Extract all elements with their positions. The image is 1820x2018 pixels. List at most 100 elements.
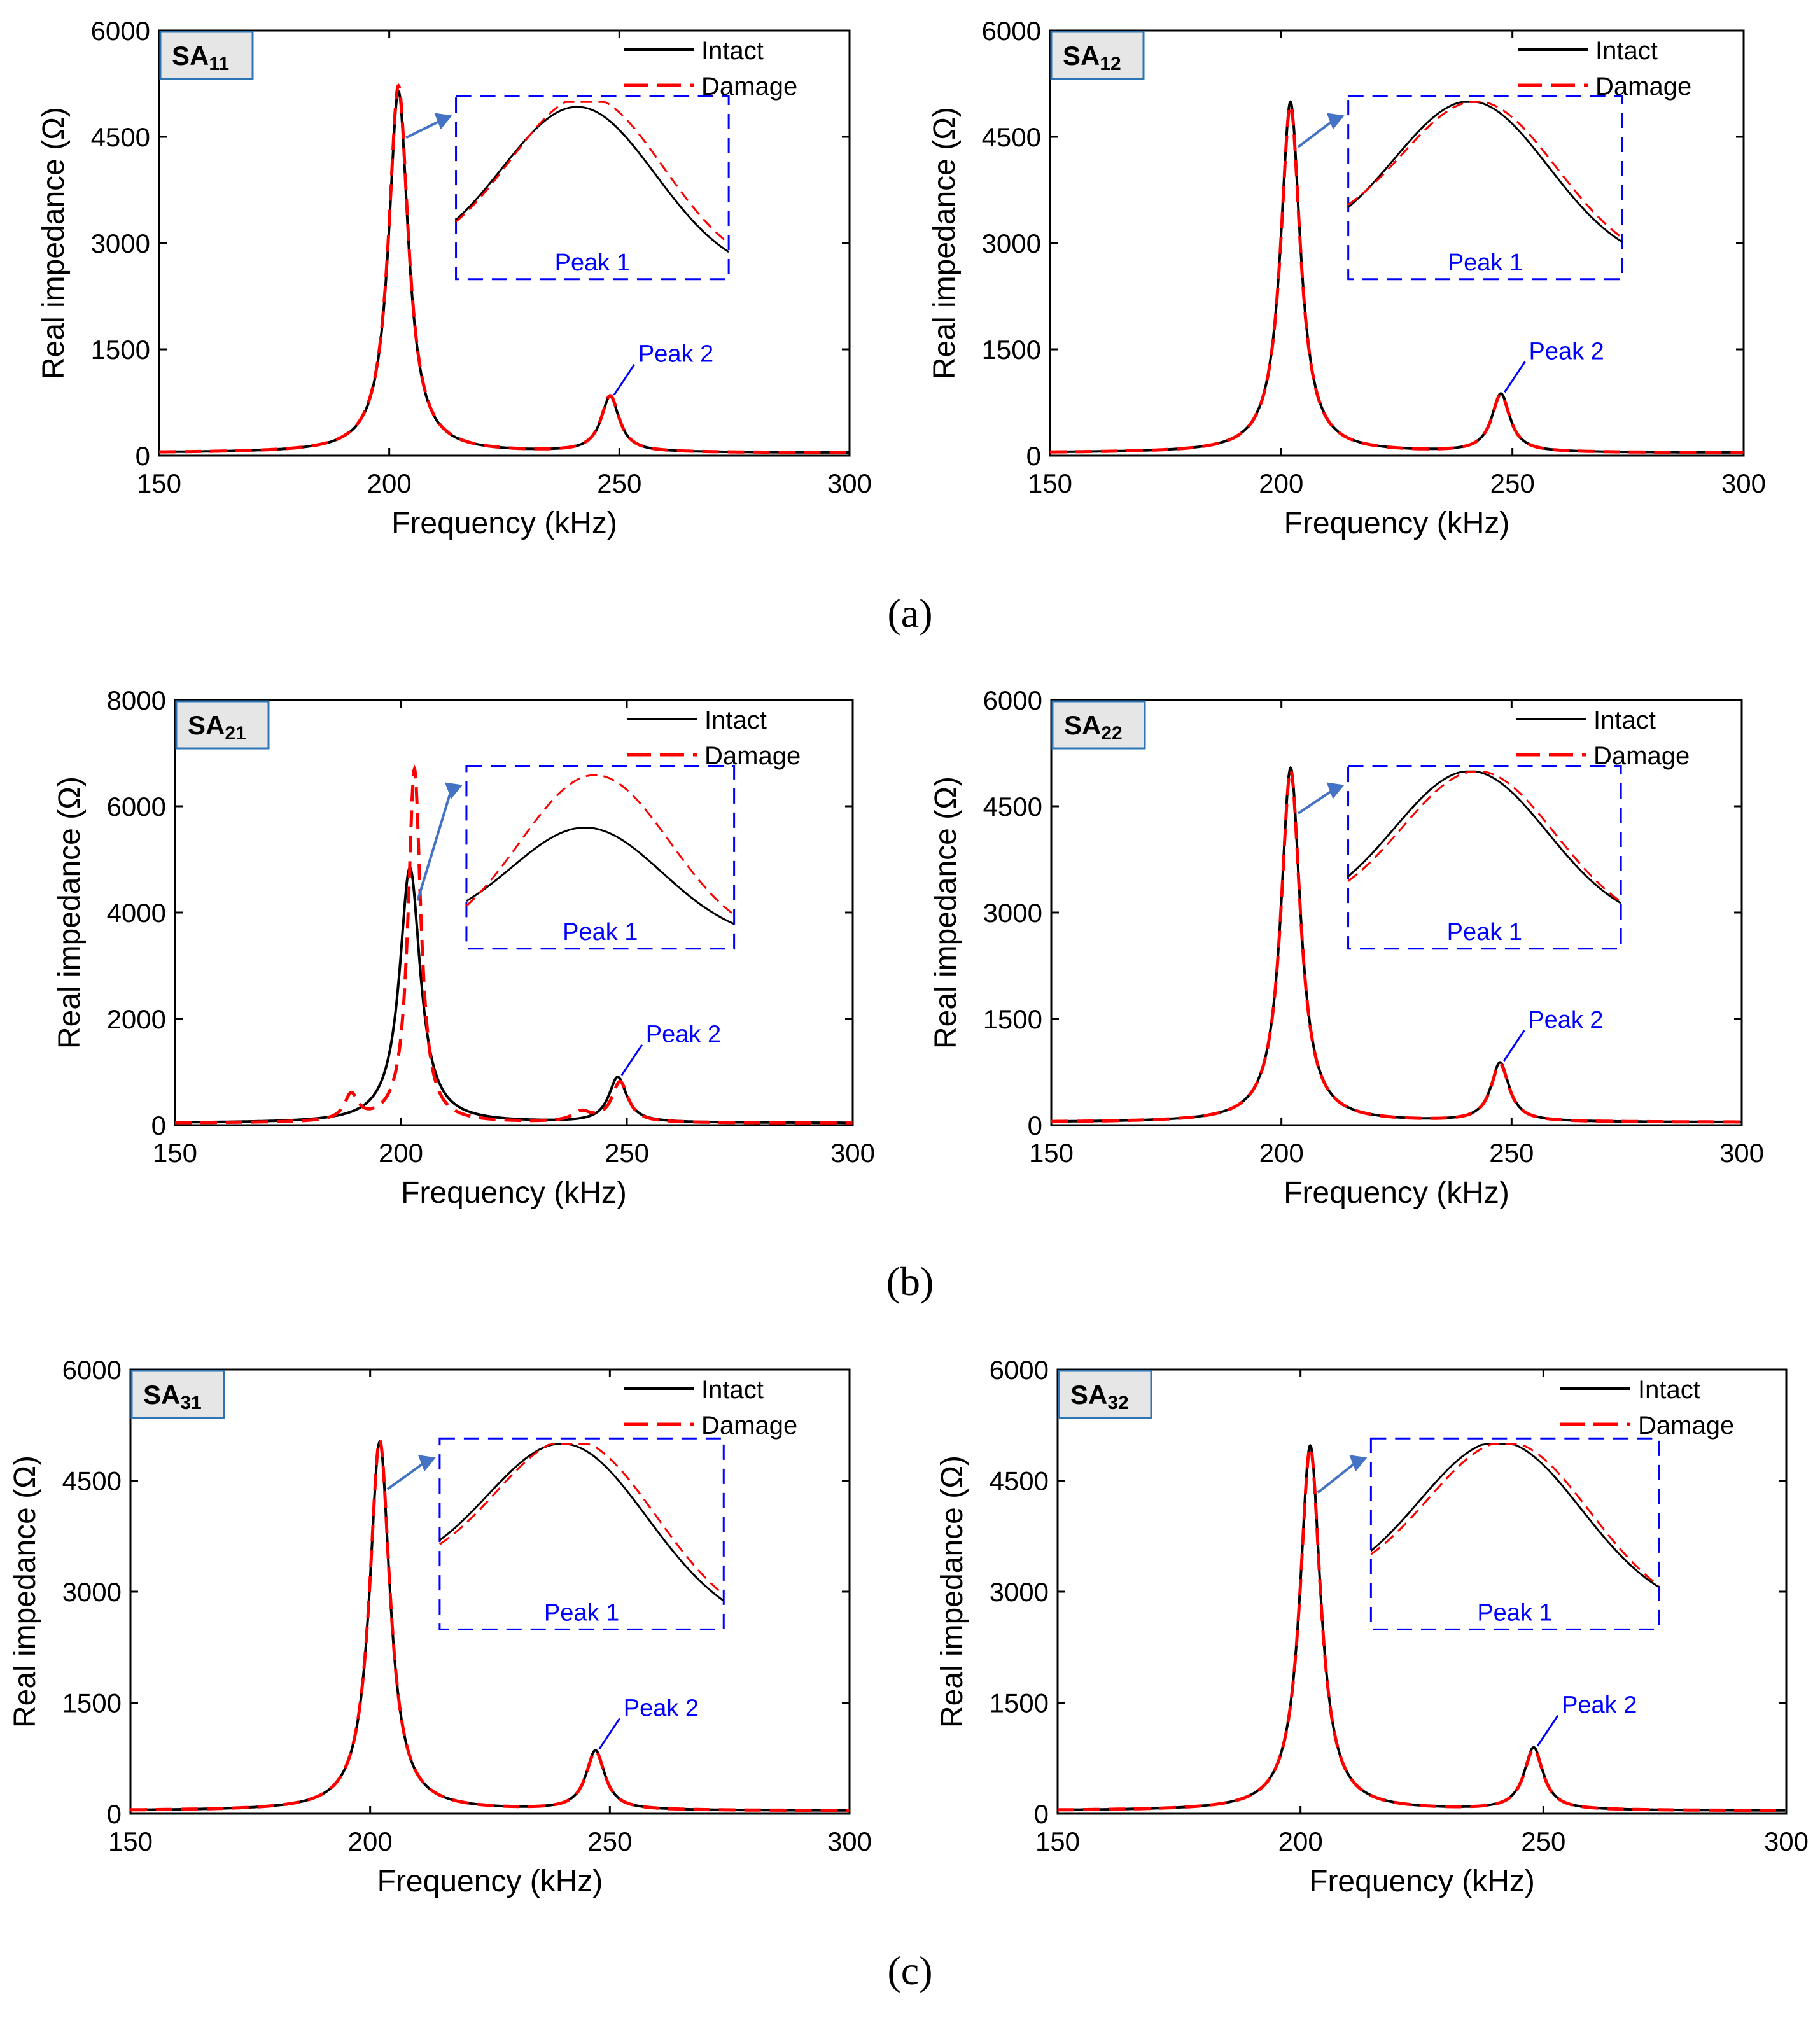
- x-tick-label: 150: [1035, 1826, 1080, 1856]
- y-tick-label: 0: [107, 1799, 122, 1829]
- y-tick-label: 3000: [982, 228, 1041, 258]
- panel-label-main: SA: [172, 41, 209, 71]
- inset-box: [465, 765, 736, 950]
- series-line-damage: [130, 1438, 850, 1812]
- subfigure-label: (c): [887, 1948, 932, 1993]
- series-line-intact: [159, 89, 850, 454]
- peak1-label: Peak 1: [544, 1599, 619, 1626]
- series-line-damage: [1058, 1445, 1786, 1812]
- inset-box: [455, 95, 730, 281]
- legend-label-damage: Damage: [1593, 742, 1690, 770]
- y-tick-label: 6000: [990, 1355, 1049, 1385]
- panel-label: SA32: [1070, 1380, 1129, 1413]
- y-tick-label: 2000: [107, 1004, 166, 1034]
- x-tick-label: 150: [1029, 1138, 1074, 1168]
- series-line-damage: [1050, 103, 1744, 454]
- panel-label: SA22: [1064, 710, 1123, 744]
- x-tick-label: 250: [587, 1826, 632, 1856]
- legend-label-intact: Intact: [1593, 706, 1656, 734]
- panel-label-subscript: 21: [225, 723, 246, 744]
- y-tick-label: 4000: [107, 898, 166, 928]
- peak2-leader: [620, 1044, 643, 1076]
- legend-label-intact: Intact: [1595, 37, 1658, 65]
- y-tick-label: 0: [1028, 1111, 1042, 1140]
- x-tick-label: 200: [1259, 468, 1303, 498]
- y-tick-label: 4500: [91, 122, 150, 152]
- inset-curve-damage: [1347, 101, 1623, 239]
- peak2-leader: [598, 1718, 620, 1750]
- x-tick-label: 200: [1278, 1826, 1323, 1856]
- inset-curve-damage: [455, 101, 730, 244]
- inset-curve-intact: [455, 106, 729, 253]
- subfigure-label: (b): [886, 1259, 934, 1304]
- x-tick-label: 300: [1719, 1138, 1764, 1168]
- legend-label-damage: Damage: [701, 73, 797, 101]
- panel-label-main: SA: [188, 710, 225, 740]
- y-tick-label: 0: [1026, 441, 1041, 471]
- series-line-damage: [159, 83, 850, 454]
- series-line-intact: [1051, 766, 1742, 1123]
- y-tick-label: 6000: [107, 792, 166, 822]
- legend-label-damage: Damage: [1595, 73, 1691, 101]
- y-axis-label: Real impedance (Ω): [935, 1455, 969, 1728]
- panel-label-main: SA: [1064, 710, 1101, 740]
- peak1-label: Peak 1: [1448, 249, 1523, 276]
- y-tick-label: 1500: [91, 335, 150, 365]
- inset-curve-intact: [466, 827, 735, 925]
- inset-arrow: [416, 789, 452, 901]
- panel-label-main: SA: [1070, 1380, 1107, 1410]
- x-tick-label: 150: [1028, 468, 1072, 498]
- inset-curve-intact: [1347, 101, 1623, 243]
- series-line-intact: [1050, 100, 1744, 454]
- y-tick-label: 4500: [990, 1466, 1049, 1496]
- y-axis-label: Real impedance (Ω): [8, 1455, 42, 1728]
- peak1-label: Peak 1: [563, 919, 638, 946]
- x-tick-label: 150: [137, 468, 181, 498]
- x-tick-label: 200: [348, 1826, 393, 1856]
- series-line-damage: [175, 764, 853, 1125]
- panel-label-box: [1058, 1370, 1152, 1419]
- y-tick-label: 8000: [107, 685, 166, 715]
- peak2-label: Peak 2: [638, 341, 713, 368]
- y-tick-label: 6000: [91, 16, 150, 46]
- panel-label-subscript: 12: [1100, 53, 1121, 74]
- y-tick-label: 3000: [62, 1577, 122, 1607]
- x-tick-label: 200: [1259, 1138, 1304, 1168]
- y-tick-label: 6000: [983, 685, 1042, 715]
- inset-arrow: [405, 119, 442, 139]
- inset-box: [1347, 765, 1622, 950]
- x-tick-label: 250: [605, 1138, 649, 1168]
- inset-curve-intact: [438, 1443, 725, 1602]
- panel-label-subscript: 31: [180, 1392, 201, 1413]
- x-tick-label: 300: [827, 468, 872, 498]
- x-axis-label: Frequency (kHz): [1284, 507, 1510, 540]
- y-tick-label: 1500: [62, 1688, 122, 1718]
- y-tick-label: 1500: [990, 1688, 1049, 1718]
- peak2-leader: [1504, 361, 1526, 393]
- legend-label-damage: Damage: [701, 1412, 797, 1440]
- y-tick-label: 6000: [62, 1355, 122, 1385]
- legend-label-intact: Intact: [701, 1376, 764, 1404]
- series-line-intact: [175, 866, 853, 1125]
- x-axis-label: Frequency (kHz): [1284, 1176, 1509, 1210]
- x-axis-label: Frequency (kHz): [1309, 1865, 1535, 1898]
- series-line-damage: [1051, 768, 1742, 1124]
- x-tick-label: 250: [1489, 1138, 1534, 1168]
- inset-curve-intact: [1347, 770, 1621, 904]
- panel-label-box: [130, 1370, 225, 1419]
- panel-label: SA11: [172, 41, 229, 74]
- peak2-label: Peak 2: [646, 1021, 721, 1048]
- x-tick-label: 250: [597, 468, 641, 498]
- x-tick-label: 300: [827, 1826, 872, 1856]
- peak2-label: Peak 2: [1529, 338, 1604, 365]
- x-tick-label: 250: [1490, 468, 1535, 498]
- x-tick-label: 300: [830, 1138, 875, 1168]
- y-tick-label: 3000: [983, 898, 1042, 928]
- panel-label-box: [1050, 31, 1145, 80]
- inset-arrow: [1297, 119, 1334, 148]
- y-tick-label: 4500: [983, 792, 1042, 822]
- x-axis-label: Frequency (kHz): [377, 1865, 603, 1898]
